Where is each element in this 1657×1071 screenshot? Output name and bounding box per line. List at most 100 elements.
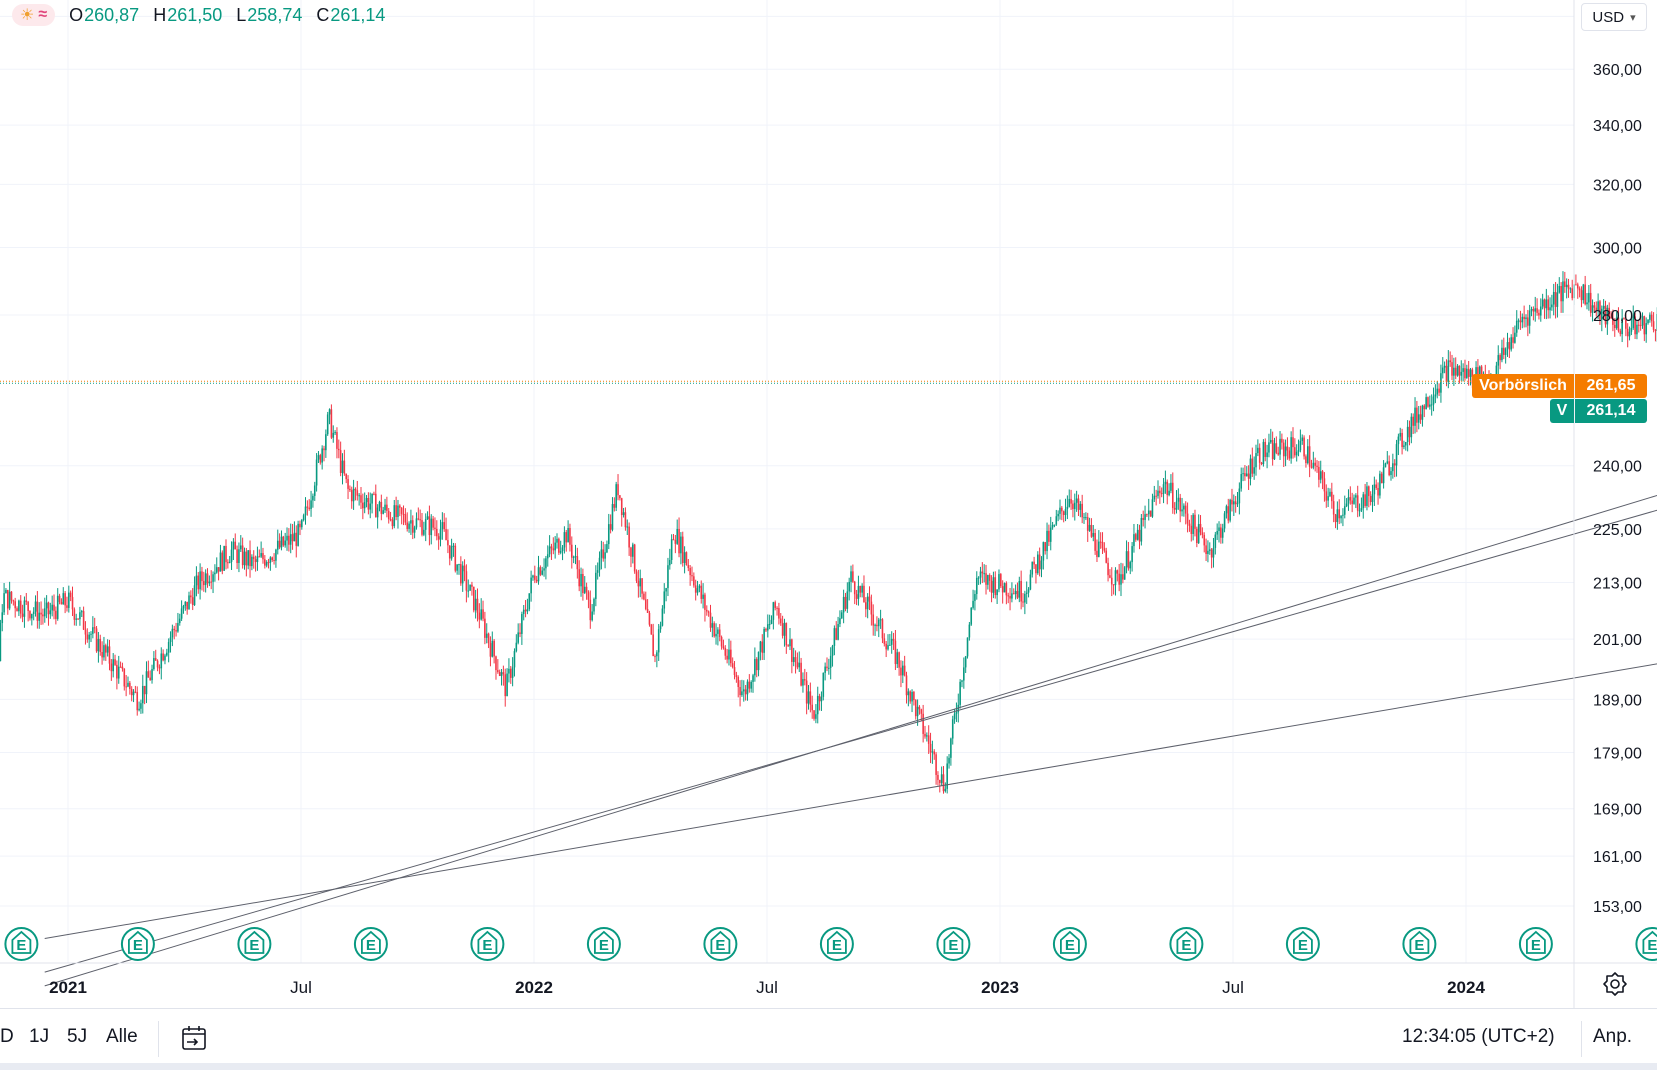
- candle-body: [1612, 317, 1614, 325]
- candle-body: [565, 532, 568, 543]
- price-chart[interactable]: 1,618 (395,25)1 (290,30)0,786 (253,06)0,…: [0, 0, 1657, 1008]
- candle-body: [1140, 518, 1143, 542]
- earnings-marker[interactable]: E: [586, 927, 621, 961]
- range-all-button[interactable]: Alle: [106, 1026, 138, 1047]
- trendlines[interactable]: [44, 267, 1657, 987]
- range-1y-button[interactable]: 1J: [29, 1026, 50, 1047]
- candle-body: [765, 628, 767, 631]
- trendline[interactable]: [44, 430, 1657, 939]
- earnings-marker[interactable]: E: [1169, 927, 1204, 961]
- candle-body: [1110, 577, 1113, 585]
- earnings-marker[interactable]: E: [1402, 927, 1437, 961]
- candle-body: [350, 490, 353, 502]
- candle-body: [526, 609, 529, 612]
- candle-body: [595, 572, 597, 599]
- candle-body: [1388, 461, 1390, 475]
- time-axis[interactable]: 2021Jul2022Jul2023Jul2024Jul2025Jul2026J…: [49, 978, 1657, 997]
- price-axis[interactable]: 380,00360,00340,00320,00300,00280,00240,…: [1593, 9, 1642, 916]
- candle-body: [609, 524, 612, 530]
- candle-body: [47, 602, 50, 615]
- candle-body: [942, 774, 945, 792]
- candle-body: [632, 544, 634, 557]
- earnings-marker[interactable]: E: [819, 927, 854, 961]
- candle-body: [1560, 286, 1562, 302]
- earnings-markers[interactable]: EEEEEEEEEEEEEEEEE: [4, 927, 1657, 961]
- range-d-button[interactable]: D: [0, 1026, 14, 1047]
- candle-body: [1565, 284, 1568, 287]
- currency-selector[interactable]: USD ▾: [1581, 3, 1647, 31]
- earnings-marker[interactable]: E: [4, 927, 39, 961]
- candle-body: [639, 578, 642, 587]
- earnings-marker[interactable]: E: [353, 927, 388, 961]
- candle-body: [441, 522, 444, 530]
- earnings-marker[interactable]: E: [237, 927, 272, 961]
- candle-body: [1149, 510, 1152, 517]
- earnings-marker[interactable]: E: [470, 927, 505, 961]
- trendline[interactable]: [44, 267, 1657, 987]
- candle-body: [624, 512, 627, 528]
- trendline[interactable]: [44, 274, 1657, 973]
- candle-body: [1404, 442, 1407, 446]
- candle-body: [1166, 481, 1169, 496]
- candle-body: [1545, 299, 1548, 309]
- candle-body: [21, 613, 24, 617]
- candle-body: [84, 629, 87, 635]
- earnings-marker[interactable]: E: [120, 927, 155, 961]
- candle-body: [630, 547, 632, 557]
- candle-body: [818, 695, 821, 702]
- candle-body: [977, 577, 980, 579]
- calendar-goto-icon[interactable]: [180, 1024, 208, 1052]
- candle-body: [1290, 437, 1292, 459]
- candle-body: [1338, 509, 1341, 519]
- candle-body: [1336, 509, 1339, 523]
- candle-body: [1066, 506, 1069, 509]
- price-tick-label: 213,00: [1593, 575, 1642, 592]
- candle-body: [456, 564, 458, 571]
- candle-body: [1375, 484, 1378, 488]
- candle-body: [147, 671, 150, 678]
- status-badge[interactable]: ☀ ≈: [12, 4, 56, 26]
- earnings-marker[interactable]: E: [1518, 927, 1553, 961]
- earnings-marker[interactable]: E: [703, 927, 738, 961]
- candle-body: [1234, 501, 1237, 505]
- candle-body: [502, 672, 505, 675]
- candle-body: [735, 674, 738, 678]
- range-5y-button[interactable]: 5J: [67, 1026, 88, 1047]
- candle-body: [511, 667, 514, 678]
- candle-body: [500, 672, 503, 676]
- candle-body: [166, 652, 168, 656]
- candle-body: [950, 738, 952, 758]
- price-tick-label: 225,00: [1593, 522, 1642, 539]
- candle-body: [212, 574, 214, 582]
- candle-body: [868, 596, 871, 602]
- earnings-marker[interactable]: E: [1052, 927, 1087, 961]
- candle-body: [49, 610, 52, 615]
- candle-body: [622, 512, 625, 516]
- earnings-marker-label: E: [715, 937, 725, 954]
- earnings-marker[interactable]: E: [1285, 927, 1320, 961]
- candle-body: [694, 585, 697, 593]
- clock-timezone[interactable]: 12:34:05 (UTC+2): [1402, 1026, 1555, 1047]
- candle-body: [1497, 355, 1500, 366]
- earnings-marker[interactable]: E: [936, 927, 971, 961]
- candle-body: [785, 622, 788, 646]
- candle-body: [1595, 307, 1598, 311]
- price-tick-label: 201,00: [1593, 632, 1642, 649]
- candle-body: [1092, 532, 1095, 537]
- candle-body: [223, 545, 225, 571]
- candle-body: [1589, 292, 1592, 313]
- candle-body: [1207, 550, 1209, 554]
- adjust-button[interactable]: Anp.: [1593, 1026, 1633, 1047]
- candle-body: [410, 520, 412, 524]
- candle-body: [478, 612, 481, 620]
- candle-body: [315, 459, 318, 486]
- candle-body: [558, 538, 560, 553]
- candle-body: [1251, 458, 1254, 474]
- candle-body: [698, 585, 701, 589]
- candle-body: [1109, 575, 1111, 578]
- earnings-marker[interactable]: E: [1635, 927, 1657, 961]
- earnings-marker-label: E: [1065, 937, 1075, 954]
- candle-body: [1517, 320, 1520, 322]
- settings-icon[interactable]: [1602, 971, 1628, 997]
- candle-body: [1643, 316, 1646, 335]
